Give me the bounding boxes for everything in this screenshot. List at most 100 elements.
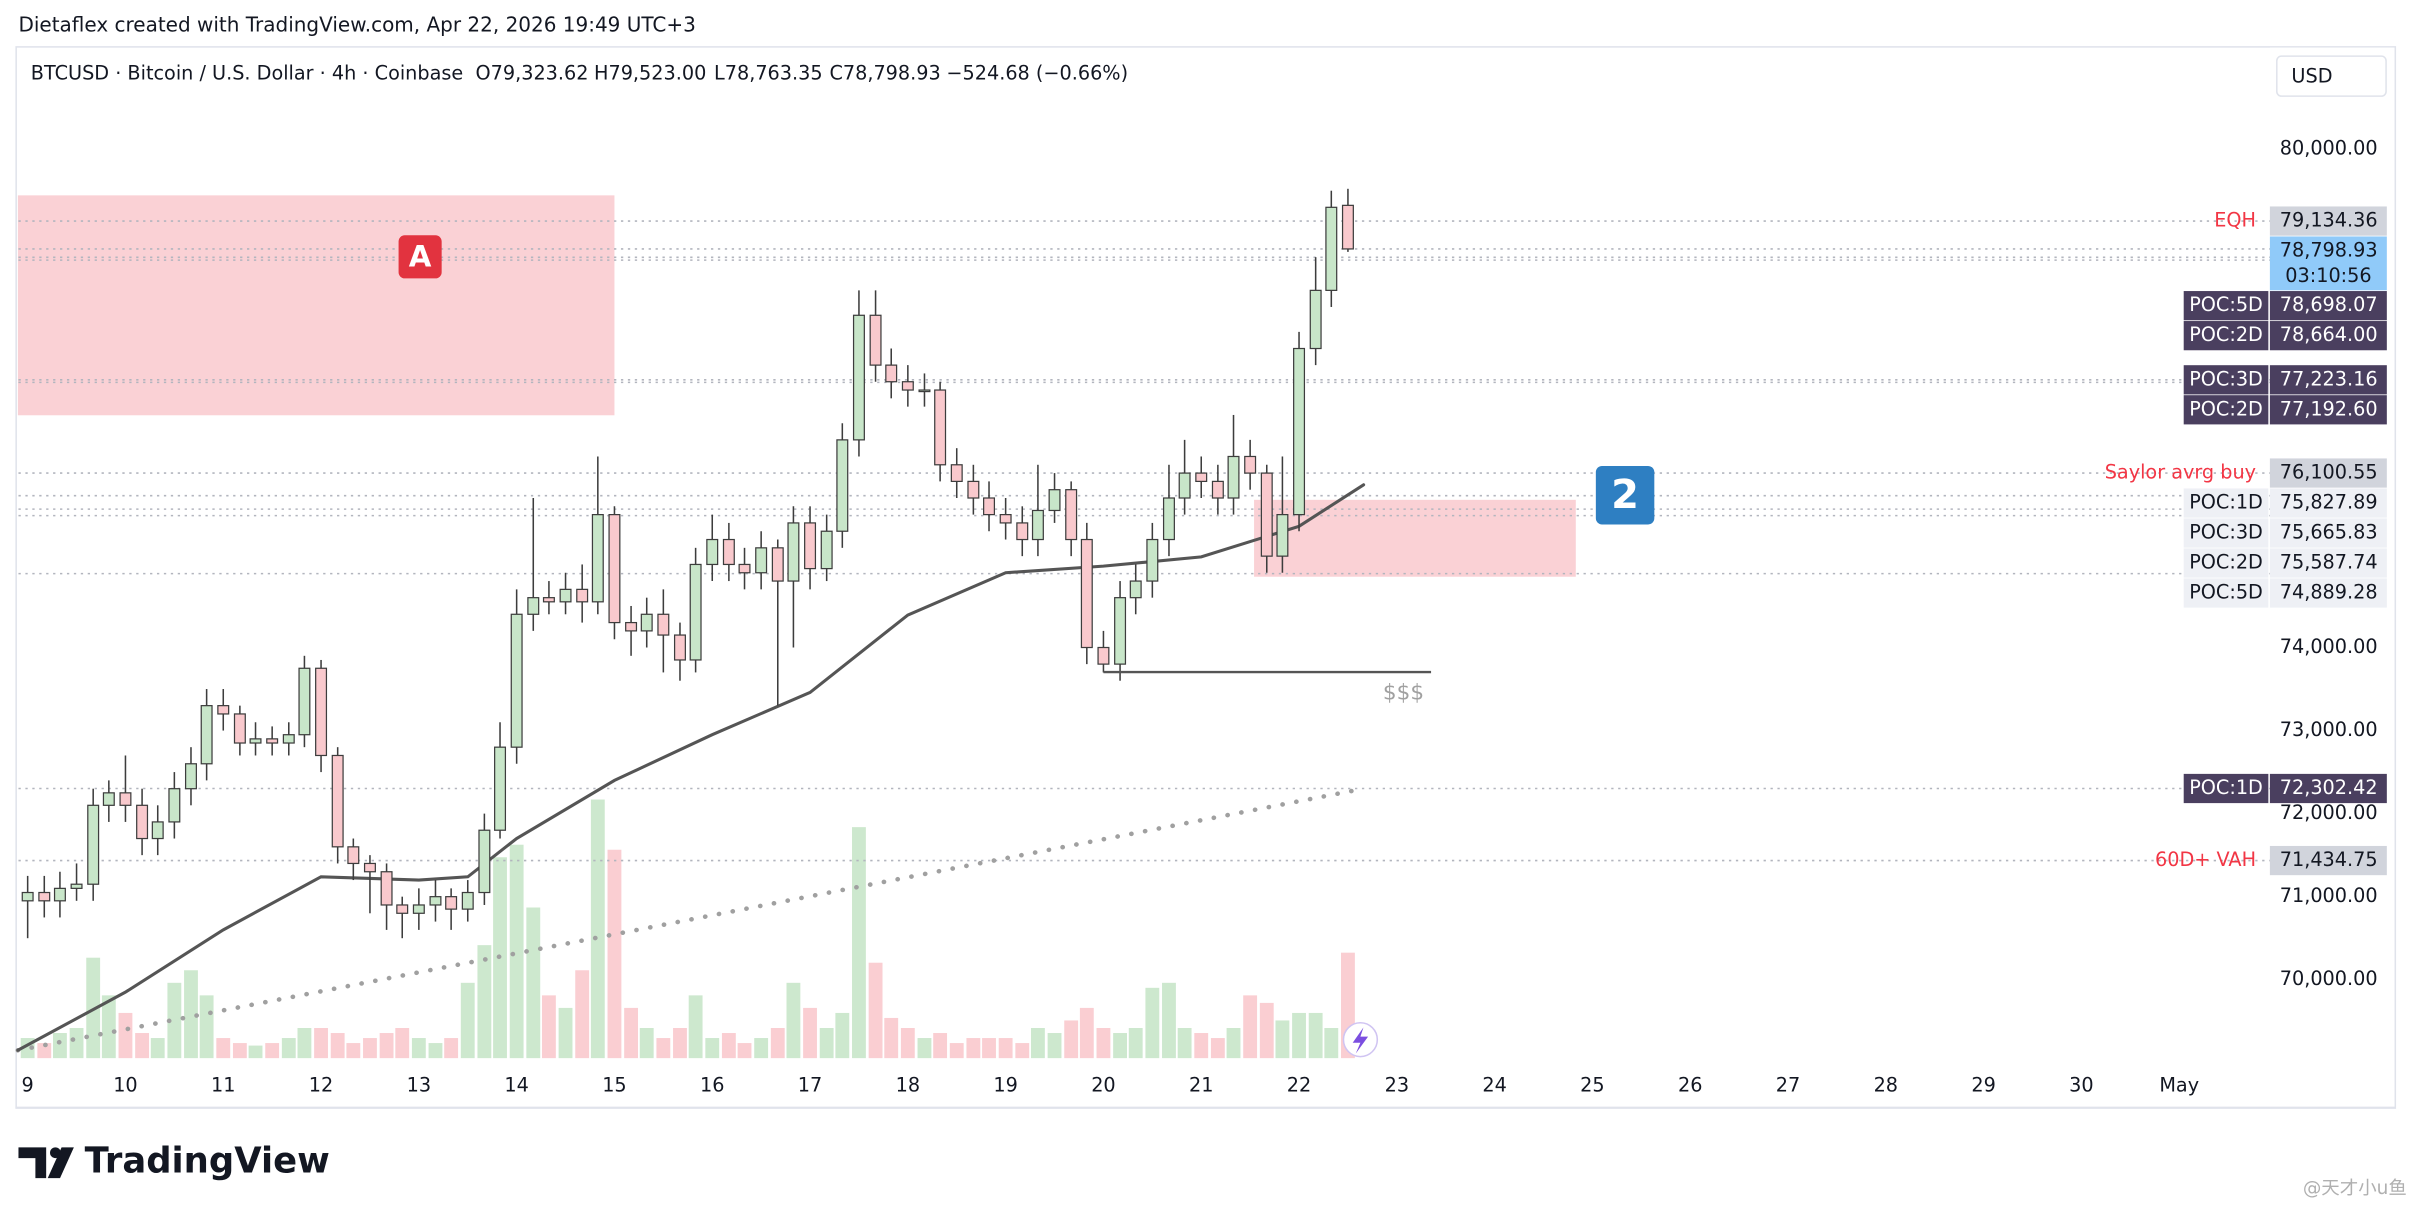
volume-bar [477, 945, 492, 1059]
candle-body [136, 804, 149, 840]
zone-label-box [1595, 466, 1655, 525]
candle-body [315, 667, 328, 757]
event-icon-bolt[interactable] [1352, 1027, 1369, 1054]
volume-bar [656, 1038, 671, 1059]
candle-body [249, 738, 262, 744]
candle-body [787, 522, 800, 582]
x-tick-label: 16 [700, 1073, 724, 1096]
y-tick-label: 80,000.00 [2280, 137, 2378, 160]
candle-body [1341, 204, 1354, 250]
candle-body [429, 896, 442, 906]
price-label: 79,134.36 [2280, 209, 2378, 232]
volume-bar [330, 1033, 345, 1059]
high: H79,523.00 [594, 61, 706, 84]
volume-bar [852, 827, 866, 1059]
candle-body [1178, 472, 1191, 499]
level-name: POC:2D [2189, 551, 2263, 574]
volume-bar [135, 1033, 150, 1059]
price-label: 75,665.83 [2280, 521, 2378, 544]
volume-bar [216, 1038, 231, 1059]
x-tick-label: 23 [1385, 1073, 1409, 1096]
volume-bar [558, 1007, 573, 1059]
currency[interactable]: USD [2291, 64, 2332, 87]
candle-body [950, 464, 963, 483]
x-tick-label: 22 [1287, 1073, 1311, 1096]
y-tick-label: 70,000.00 [2280, 967, 2378, 990]
candle-body [1244, 455, 1257, 474]
candle-body [102, 792, 115, 806]
level-name-box [2183, 291, 2269, 321]
countdown: 03:10:56 [2285, 264, 2371, 287]
candle-body [363, 862, 376, 873]
volume-bar [1210, 1038, 1225, 1059]
x-tick-label: 9 [22, 1073, 34, 1096]
event-icon[interactable] [1342, 1021, 1379, 1058]
volume-bar [607, 849, 622, 1059]
price-label: 78,798.93 [2280, 239, 2378, 262]
volume-bar [803, 1007, 817, 1059]
price-label-box [2269, 365, 2387, 395]
volume-bar [411, 1038, 426, 1059]
price-label: 74,889.28 [2280, 581, 2378, 604]
candle-body [559, 588, 572, 603]
volume-bar [770, 1027, 785, 1059]
level-name-box [2183, 395, 2269, 425]
price-label: 75,827.89 [2280, 491, 2378, 514]
y-tick-label: 72,000.00 [2280, 801, 2378, 824]
candle-body [576, 588, 589, 603]
volume-bar [118, 1012, 133, 1059]
volume-bar [1292, 1012, 1306, 1059]
volume-bar [379, 1033, 394, 1059]
volume-bar [705, 1038, 720, 1059]
price-label-box [2269, 773, 2387, 804]
candle-body [87, 804, 100, 885]
x-tick-label: 28 [1874, 1073, 1898, 1096]
volume-bar [835, 1012, 850, 1059]
x-tick-label: 19 [993, 1073, 1017, 1096]
volume-bar [314, 1027, 328, 1059]
volume-bar [281, 1038, 296, 1059]
x-tick-label: 26 [1678, 1073, 1702, 1096]
candle-body [478, 829, 491, 894]
volume-bar [1275, 1020, 1290, 1059]
candle-body [1309, 289, 1322, 350]
candle-body [836, 439, 849, 532]
volume-bar [248, 1045, 263, 1059]
price-label: 78,664.00 [2280, 323, 2378, 346]
volume-bar [998, 1038, 1013, 1059]
candle-body [331, 754, 344, 848]
volume-bar [624, 1007, 639, 1059]
candle-body [983, 497, 996, 516]
candle-body [885, 364, 898, 383]
candle-body [820, 530, 833, 570]
sweep-label: $$$ [1383, 681, 1424, 706]
candle-body [1227, 455, 1240, 499]
x-tick-label: 14 [504, 1073, 528, 1096]
zone [1254, 499, 1576, 577]
candle-body [266, 738, 279, 744]
price-label: 71,434.75 [2280, 848, 2378, 871]
level-name: EQH [2214, 209, 2256, 232]
candle-body [151, 821, 164, 840]
credit: Dietaflex created with TradingView.com, … [18, 13, 695, 37]
candle-body [755, 547, 768, 574]
currency-button[interactable] [2276, 55, 2387, 97]
volume-bar [444, 1038, 459, 1059]
candle-body [1293, 347, 1306, 516]
volume-bar [184, 970, 198, 1059]
volume-bar [232, 1043, 247, 1059]
candle-body [1129, 580, 1142, 599]
volume-bar [1030, 1027, 1045, 1059]
candle-body [852, 314, 865, 441]
candle-body [1162, 497, 1175, 541]
close: C78,798.93 [829, 61, 940, 84]
candle-body [1065, 489, 1078, 541]
open: O79,323.62 [476, 61, 589, 84]
x-tick-label: May [2159, 1073, 2199, 1096]
level-name: POC:1D [2189, 491, 2263, 514]
level-name: 60D+ VAH [2155, 848, 2256, 871]
y-tick-label: 71,000.00 [2280, 884, 2378, 907]
candle-body [640, 613, 653, 632]
zone-label-box [398, 235, 442, 279]
price-label: 76,100.55 [2280, 461, 2378, 484]
